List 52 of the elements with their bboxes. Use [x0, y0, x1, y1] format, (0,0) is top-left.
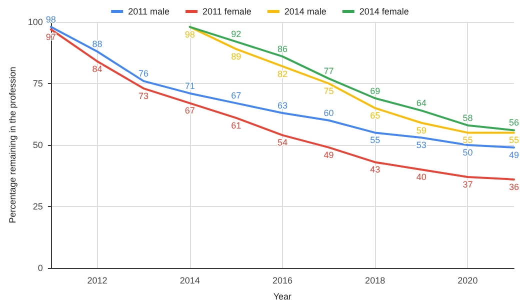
- data-label: 98: [46, 14, 56, 24]
- data-label: 49: [324, 150, 334, 160]
- y-tick-label: 25: [32, 202, 43, 212]
- data-label: 37: [462, 179, 473, 190]
- data-label: 58: [462, 112, 473, 123]
- data-label: 65: [370, 110, 380, 121]
- data-label: 53: [416, 140, 426, 150]
- legend-label: 2014 male: [284, 6, 326, 16]
- data-label: 43: [370, 164, 380, 175]
- data-label: 54: [277, 138, 288, 148]
- data-label: 56: [508, 118, 520, 128]
- x-tick-label: 2014: [180, 276, 200, 286]
- data-label: 92: [231, 29, 242, 40]
- legend-label: 2014 female: [359, 6, 409, 16]
- x-tick-label: 2020: [458, 276, 478, 286]
- data-label: 63: [277, 100, 288, 111]
- data-label: 49: [508, 150, 520, 160]
- data-label: 69: [370, 86, 380, 96]
- data-label: 67: [184, 106, 195, 116]
- y-tick-label: 50: [32, 140, 43, 150]
- data-label: 71: [184, 80, 195, 91]
- y-axis-title: Percentage remaining in the profession: [8, 66, 18, 224]
- data-label: 88: [92, 39, 102, 50]
- x-tick-label: 2018: [365, 276, 386, 286]
- data-label: 55: [370, 135, 380, 146]
- data-label: 55: [508, 135, 520, 146]
- data-label: 67: [231, 90, 242, 101]
- data-label: 98: [184, 29, 195, 40]
- data-label: 60: [324, 108, 334, 118]
- data-label: 55: [462, 135, 473, 146]
- y-tick-label: 100: [28, 17, 43, 27]
- y-tick-label: 75: [32, 78, 43, 88]
- data-label: 89: [231, 52, 242, 62]
- data-label: 73: [138, 90, 149, 101]
- data-label: 82: [277, 68, 288, 79]
- data-label: 50: [462, 148, 473, 158]
- x-tick-label: 2016: [272, 276, 292, 286]
- x-axis-title: Year: [273, 292, 292, 302]
- data-label: 61: [231, 120, 242, 130]
- data-label: 86: [277, 44, 288, 54]
- data-label: 75: [324, 86, 334, 96]
- data-label: 77: [324, 66, 334, 76]
- y-tick-label: 0: [38, 263, 43, 273]
- x-tick-label: 2012: [87, 276, 108, 286]
- data-label: 76: [138, 68, 149, 79]
- data-label: 59: [416, 125, 426, 136]
- legend-label: 2011 male: [128, 6, 170, 16]
- data-label: 84: [92, 64, 102, 74]
- data-label: 36: [508, 182, 520, 192]
- legend-label: 2011 female: [202, 6, 252, 16]
- data-label: 40: [416, 172, 426, 182]
- data-label: 64: [416, 98, 426, 108]
